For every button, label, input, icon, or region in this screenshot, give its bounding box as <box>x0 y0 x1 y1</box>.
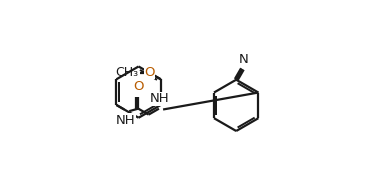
Text: N: N <box>239 53 249 66</box>
Text: NH: NH <box>150 92 170 105</box>
Text: O: O <box>133 80 144 93</box>
Text: CH₃: CH₃ <box>115 66 138 79</box>
Text: O: O <box>144 66 155 79</box>
Text: NH: NH <box>115 114 135 127</box>
